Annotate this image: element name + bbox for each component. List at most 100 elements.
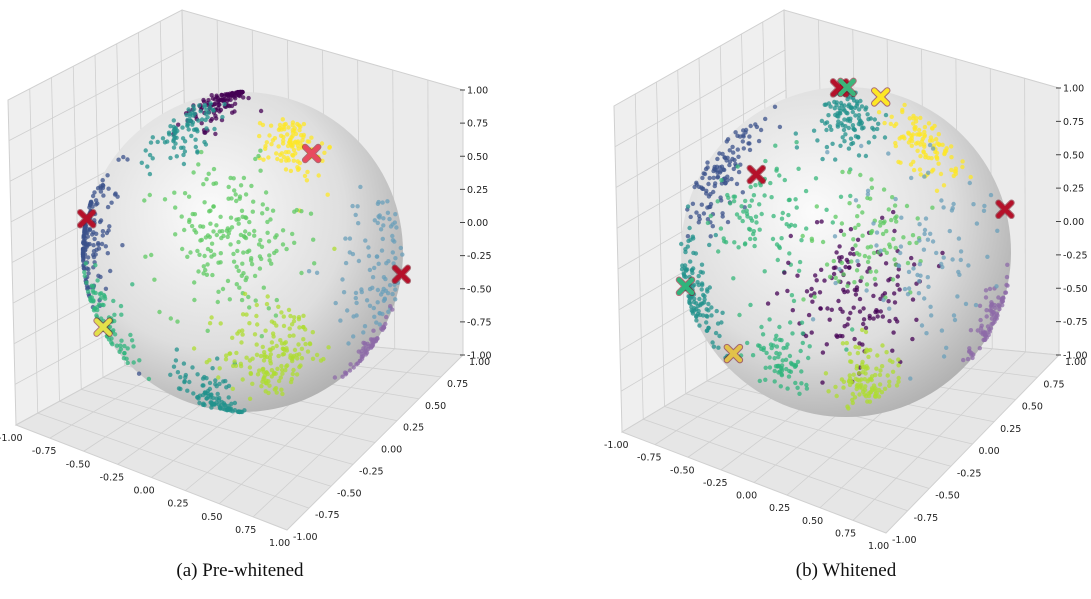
data-point (879, 390, 885, 395)
data-point (763, 116, 768, 122)
data-point (218, 251, 223, 256)
data-point (81, 257, 86, 262)
data-point (810, 299, 815, 304)
data-point (685, 234, 691, 239)
data-point (191, 346, 197, 351)
data-point (162, 197, 168, 202)
data-point (989, 316, 995, 321)
data-point (957, 272, 962, 277)
data-point (855, 377, 860, 382)
data-point (760, 332, 766, 337)
data-point (225, 91, 230, 97)
data-point (234, 282, 239, 287)
data-point (918, 172, 923, 177)
data-point (837, 244, 842, 249)
data-point (240, 332, 245, 337)
data-point (939, 198, 944, 203)
data-point (249, 262, 255, 267)
data-point (861, 306, 866, 311)
data-point (263, 146, 268, 151)
data-point (910, 132, 916, 137)
data-point (891, 330, 896, 335)
data-point (332, 246, 337, 251)
data-point (847, 351, 852, 356)
data-point (774, 242, 780, 247)
data-point (852, 127, 858, 133)
data-point (890, 359, 895, 365)
data-point (850, 391, 855, 397)
data-point (851, 372, 856, 377)
data-point (860, 233, 865, 238)
data-point (983, 288, 989, 293)
data-point (299, 346, 305, 351)
data-point (830, 141, 835, 146)
data-point (819, 267, 824, 272)
data-point (353, 295, 358, 301)
data-point (193, 127, 198, 132)
data-point (180, 136, 186, 141)
data-point (922, 296, 927, 301)
data-point (375, 220, 380, 226)
data-point (930, 146, 936, 151)
data-point (338, 318, 343, 323)
data-point (201, 264, 206, 269)
data-point (836, 119, 841, 124)
data-point (205, 115, 210, 120)
data-point (822, 278, 827, 283)
data-point (988, 192, 994, 198)
data-point (813, 273, 818, 278)
data-point (361, 330, 366, 335)
data-point (981, 337, 986, 343)
data-point (380, 200, 385, 205)
data-point (847, 382, 853, 388)
data-point (934, 250, 939, 256)
data-point (863, 329, 869, 335)
data-point (264, 381, 269, 386)
data-point (680, 263, 685, 268)
cluster-points (306, 184, 405, 346)
data-point (283, 167, 289, 172)
data-point (830, 220, 835, 225)
data-point (281, 138, 286, 143)
data-point (209, 254, 214, 259)
data-point (254, 313, 259, 319)
data-point (91, 290, 96, 295)
data-point (866, 117, 871, 122)
data-point (877, 382, 883, 387)
data-point (935, 141, 940, 146)
data-point (359, 287, 364, 292)
data-point (798, 348, 803, 354)
data-point (867, 377, 872, 382)
data-point (196, 162, 201, 167)
data-point (279, 367, 285, 373)
data-point (204, 177, 209, 182)
data-point (827, 124, 833, 129)
data-point (757, 202, 762, 207)
data-point (375, 336, 380, 341)
data-point (987, 329, 992, 334)
z-tick-label: -0.50 (467, 284, 492, 295)
data-point (297, 364, 302, 370)
data-point (697, 296, 702, 302)
data-point (699, 281, 705, 286)
data-point (295, 356, 300, 361)
data-point (120, 243, 125, 248)
data-point (897, 287, 902, 292)
data-point (224, 353, 229, 358)
data-point (202, 200, 207, 205)
data-point (893, 215, 898, 221)
data-point (302, 173, 308, 179)
data-point (269, 142, 274, 147)
z-tick-label: 0.75 (1063, 117, 1084, 128)
data-point (222, 102, 227, 107)
data-point (260, 202, 265, 207)
data-point (813, 176, 819, 181)
data-point (372, 218, 377, 223)
data-point (265, 206, 270, 212)
data-point (213, 131, 218, 137)
data-point (254, 352, 260, 357)
data-point (902, 286, 908, 292)
data-point (863, 384, 868, 389)
y-tick-label: 0.50 (1022, 402, 1043, 413)
data-point (856, 135, 861, 140)
